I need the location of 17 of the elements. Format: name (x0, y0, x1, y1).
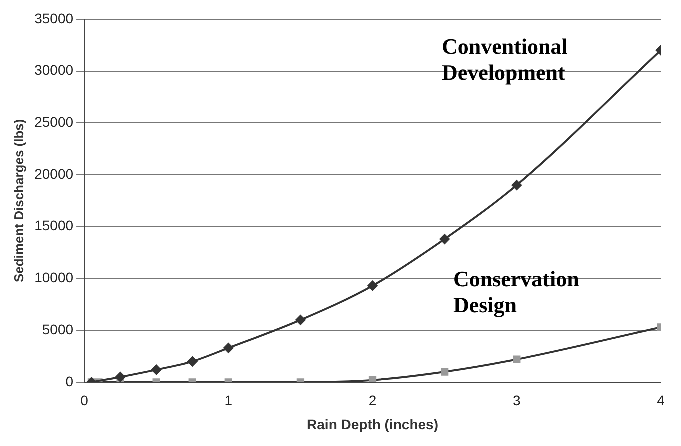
y-tick-label: 5000 (42, 321, 74, 338)
x-tick-label: 3 (512, 392, 521, 409)
y-tick-label: 25000 (34, 114, 74, 130)
x-tick-label: 4 (657, 392, 666, 409)
y-tick-label: 30000 (34, 62, 74, 78)
y-axis-title: Sediment Discharges (lbs) (11, 119, 26, 283)
y-tick-label: 35000 (34, 10, 74, 26)
x-tick-label: 2 (368, 392, 377, 409)
y-tick-label: 20000 (34, 166, 74, 182)
series-label: Conservation Design (453, 266, 580, 318)
x-tick-label: 1 (224, 392, 233, 409)
x-axis-title: Rain Depth (inches) (307, 416, 438, 432)
y-tick-label: 15000 (34, 218, 74, 234)
x-tick-label: 0 (80, 392, 89, 409)
series-label: Conventional Development (442, 34, 568, 86)
y-tick-label: 10000 (34, 270, 74, 286)
y-tick-label: 0 (66, 373, 74, 390)
